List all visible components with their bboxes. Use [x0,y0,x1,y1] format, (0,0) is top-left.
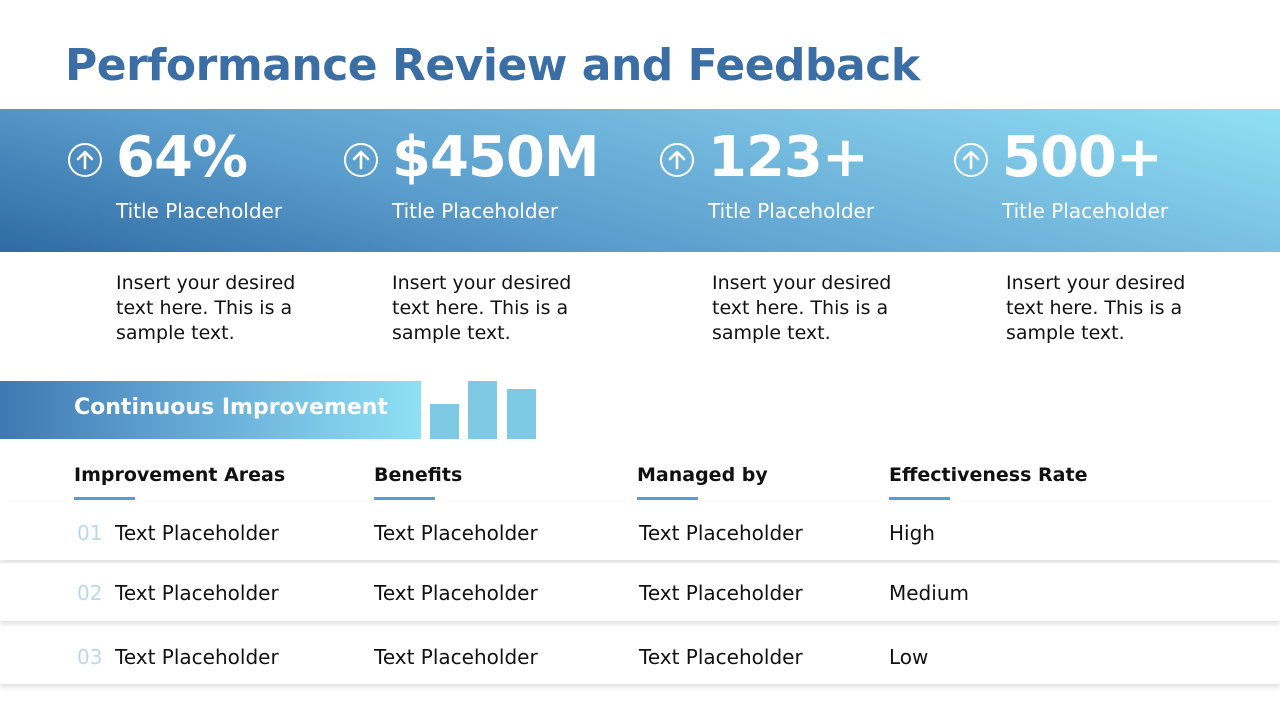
header-underline [889,497,950,500]
kpi-value: $450M [392,125,600,190]
kpi-value: 123+ [708,125,869,190]
cell-benefits: Text Placeholder [374,581,538,605]
table-row: 03 Text Placeholder Text Placeholder Tex… [0,626,1280,684]
row-number: 03 [77,645,103,669]
table-row: 02 Text Placeholder Text Placeholder Tex… [0,563,1280,621]
header-underline [74,497,135,500]
page-title: Performance Review and Feedback [65,40,920,91]
column-header-effectiveness-rate: Effectiveness Rate [889,464,1088,486]
kpi-label: Title Placeholder [708,199,875,223]
cell-area: Text Placeholder [115,645,279,669]
kpi-description: Insert your desired text here. This is a… [392,272,572,344]
column-header-improvement-areas: Improvement Areas [74,464,286,486]
kpi-value: 500+ [1002,125,1163,190]
table-row: 01 Text Placeholder Text Placeholder Tex… [0,502,1280,560]
section-title: Continuous Improvement [74,395,388,420]
cell-rate: Low [889,645,929,669]
kpi-description: Insert your desired text here. This is a… [116,272,296,344]
bar-chart-icon-bar [430,404,459,439]
kpi-value: 64% [116,125,248,190]
column-header-benefits: Benefits [374,464,463,486]
bar-chart-icon-bar [468,381,497,439]
header-underline [374,497,435,500]
kpi-description: Insert your desired text here. This is a… [712,272,892,344]
kpi-band: 64% Title Placeholder $450M Title Placeh… [0,109,1280,252]
row-number: 02 [77,581,103,605]
arrow-up-circle-icon [344,143,378,177]
kpi-label: Title Placeholder [1002,199,1169,223]
column-header-managed-by: Managed by [637,464,768,486]
bar-chart-icon-bar [507,389,536,439]
kpi-label: Title Placeholder [116,199,283,223]
cell-rate: High [889,521,935,545]
cell-area: Text Placeholder [115,521,279,545]
arrow-up-circle-icon [68,143,102,177]
cell-rate: Medium [889,581,969,605]
kpi-label: Title Placeholder [392,199,559,223]
header-underline [637,497,698,500]
cell-managed-by: Text Placeholder [639,645,803,669]
section-banner: Continuous Improvement [0,381,421,439]
cell-managed-by: Text Placeholder [639,581,803,605]
kpi-description: Insert your desired text here. This is a… [1006,272,1186,344]
cell-benefits: Text Placeholder [374,521,538,545]
arrow-up-circle-icon [660,143,694,177]
arrow-up-circle-icon [954,143,988,177]
cell-benefits: Text Placeholder [374,645,538,669]
cell-managed-by: Text Placeholder [639,521,803,545]
row-number: 01 [77,521,103,545]
cell-area: Text Placeholder [115,581,279,605]
